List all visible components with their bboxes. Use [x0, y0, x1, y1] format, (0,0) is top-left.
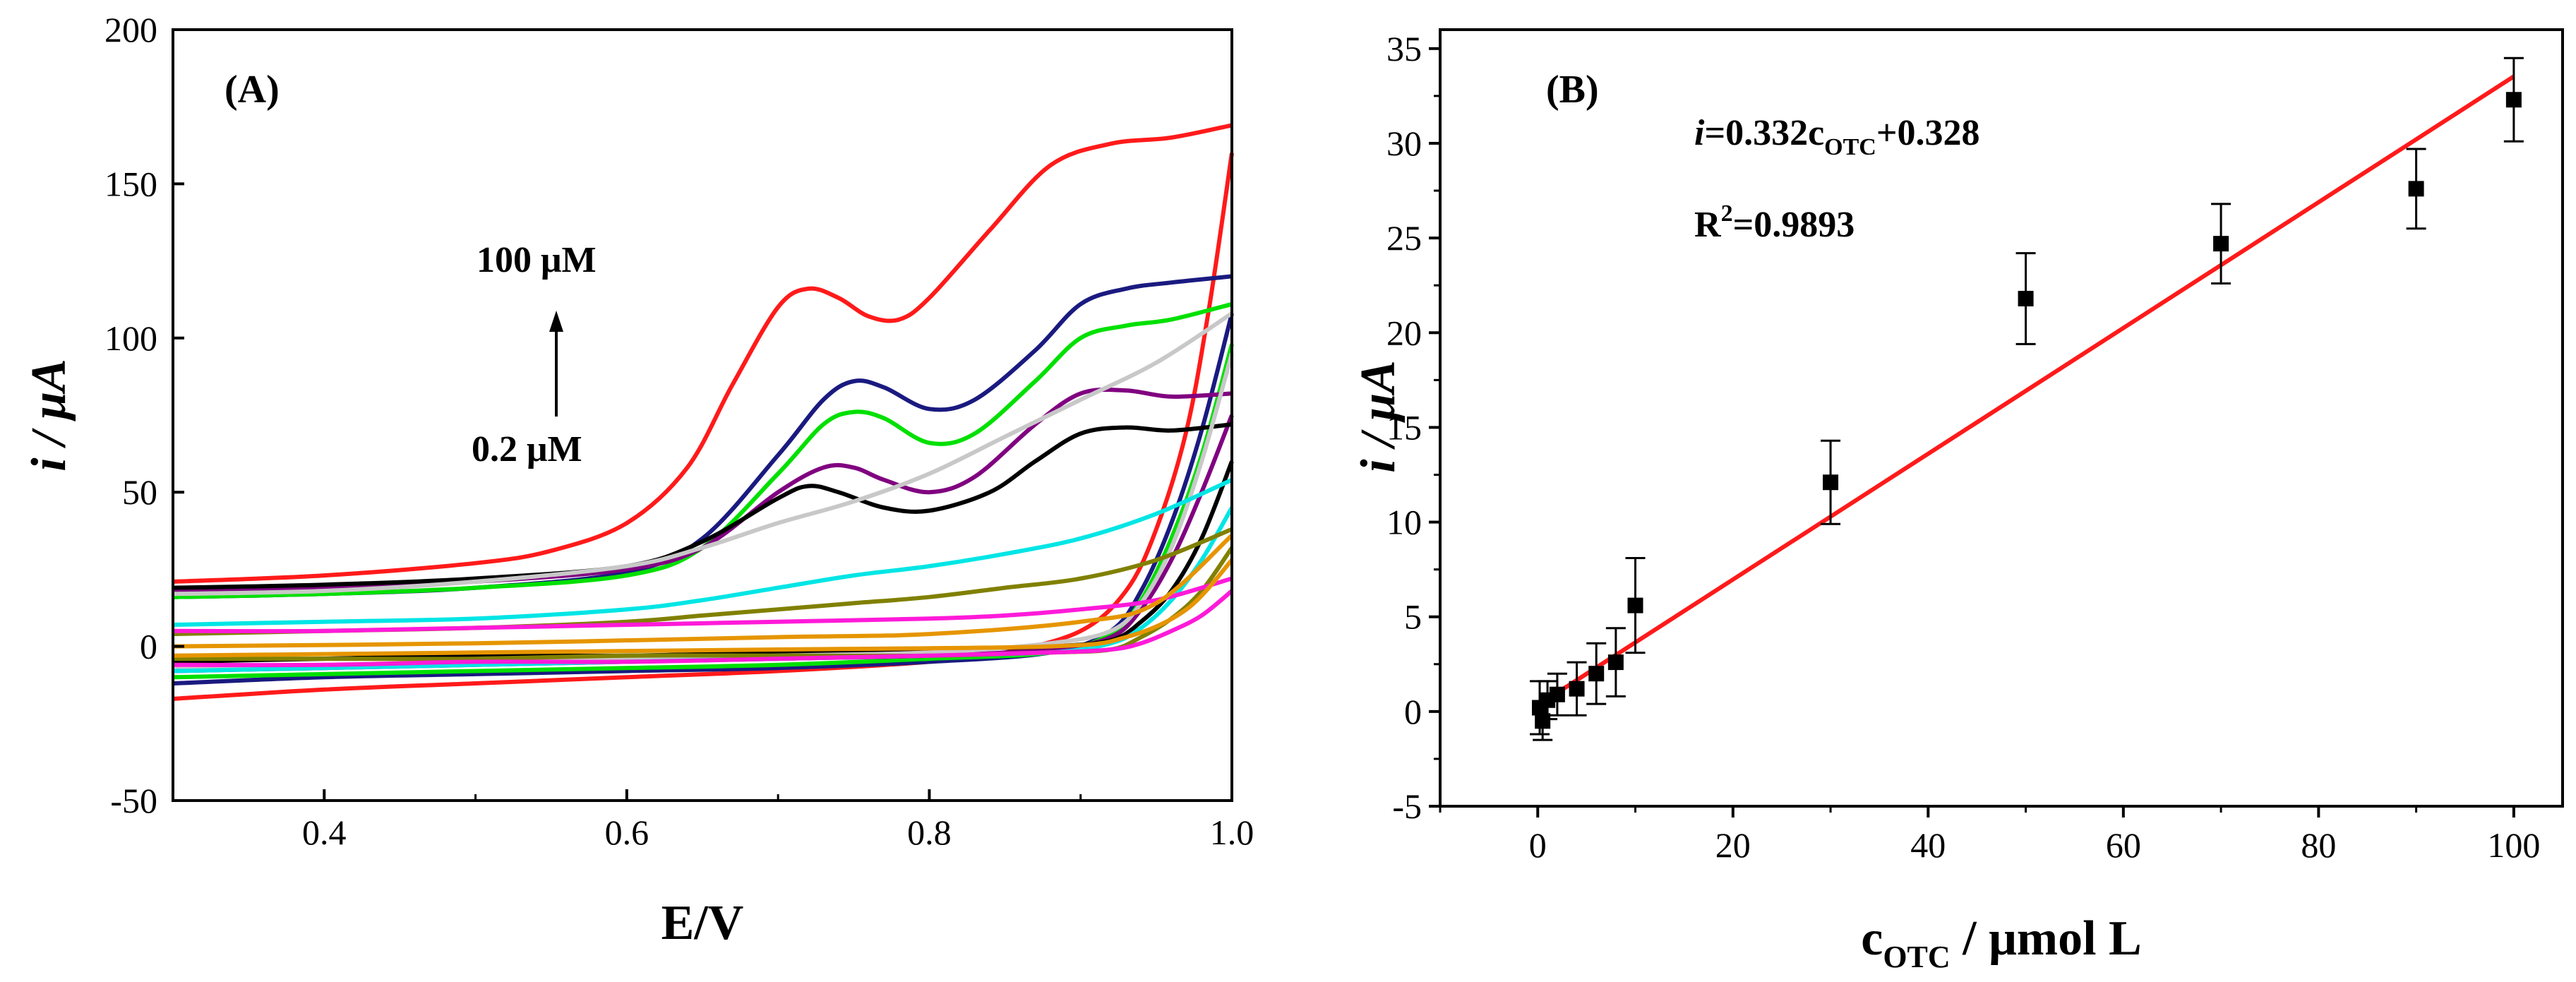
data-point — [1549, 686, 1565, 702]
annotation-arrow-head — [549, 311, 563, 332]
equation-part2: +0.328 — [1876, 113, 1980, 153]
panel-b-x-tick-label: 20 — [1715, 825, 1751, 865]
panel-b-chart: 0 20 40 60 80 100 -5 0 5 10 15 20 25 30 35 (B) i=0.332… — [1351, 28, 2564, 974]
cv-curve-cathodic-orange — [172, 558, 1234, 658]
cv-curve-anodic-light-grey — [172, 311, 1233, 597]
panel-a-y-axis-title-text: i / μA — [22, 359, 76, 472]
panel-a-y-tick-label: 100 — [104, 318, 157, 358]
panel-a-x-tick-label: 0.4 — [302, 813, 347, 852]
panel-b-x-tick-label: 80 — [2301, 825, 2336, 865]
regression-equation: i=0.332cOTC+0.328 — [1694, 113, 1980, 160]
panel-a-label: (A) — [224, 68, 280, 112]
equation-part1: =0.332c — [1704, 113, 1824, 153]
data-point — [1607, 654, 1624, 671]
panel-a-chart: 0.4 0.6 0.8 1.0 -50 0 50 100 150 200 (A) i / μA E… — [22, 10, 1254, 950]
panel-a-y-tick-label: -50 — [110, 781, 157, 820]
panel-a-x-axis-title: E/V — [661, 896, 744, 950]
panel-a-y-tick-label: 50 — [122, 472, 157, 512]
panel-b-y-tick-label: 30 — [1386, 124, 1422, 163]
panel-b-y-tick-label: -5 — [1392, 786, 1422, 826]
panel-b-y-tick-label: 10 — [1386, 503, 1422, 542]
panel-b-y-tick-label: 5 — [1404, 597, 1422, 637]
panel-b-ticks: 0 20 40 60 80 100 -5 0 5 10 15 20 25 30 35 — [1386, 29, 2540, 865]
data-point — [2505, 92, 2522, 108]
panel-a-x-tick-label: 1.0 — [1210, 813, 1254, 852]
r-squared: R2=0.9893 — [1694, 200, 1855, 245]
panel-b-x-axis-title-main: c — [1861, 911, 1883, 966]
data-point — [2018, 290, 2034, 306]
r-squared-superscript: 2 — [1721, 200, 1733, 227]
panel-b-x-tick-label: 40 — [1910, 825, 1946, 865]
cv-curve-anodic-cyan — [172, 477, 1233, 627]
cv-curve-anodic-black — [172, 422, 1233, 590]
panel-a-ticks: 0.4 0.6 0.8 1.0 -50 0 50 100 150 200 — [104, 10, 1254, 852]
data-point — [2408, 181, 2424, 197]
annotation-0-2-um: 0.2 μM — [472, 429, 582, 469]
cv-curve-cathodic-green — [172, 343, 1234, 680]
panel-a-y-axis-title: i / μA — [22, 359, 76, 472]
cv-curve-anodic-magenta — [172, 576, 1233, 634]
panel-a-y-tick-label: 150 — [104, 164, 157, 203]
regression-fit-line — [1536, 74, 2515, 707]
panel-b-y-tick-label: 25 — [1386, 218, 1422, 258]
cv-curve-cathodic-navy — [172, 313, 1234, 685]
data-point — [1823, 474, 1839, 491]
panel-b-label: (B) — [1546, 68, 1599, 112]
data-point — [2213, 236, 2229, 252]
panel-a-plot-frame — [172, 28, 1233, 802]
panel-b-points-group — [1530, 56, 2524, 741]
panel-a-series-group — [172, 123, 1234, 701]
cv-curve-anodic-red — [172, 123, 1233, 584]
equation-i: i — [1694, 113, 1705, 153]
cv-curve-anodic-green — [172, 301, 1233, 599]
cv-curve-anodic-orange — [172, 534, 1234, 649]
data-point — [1627, 597, 1643, 613]
panel-a-y-tick-label: 0 — [140, 627, 157, 666]
panel-b-y-tick-label: 20 — [1386, 313, 1422, 352]
panel-b-y-axis-title-text: i / μA — [1351, 360, 1406, 473]
cv-curve-anodic-olive — [172, 527, 1233, 637]
panel-a-x-tick-label: 0.8 — [907, 813, 952, 852]
cv-curve-cathodic-magenta — [172, 589, 1233, 668]
panel-b-fit-group — [1536, 74, 2515, 707]
panel-b-x-tick-label: 100 — [2487, 825, 2540, 865]
panel-b-y-axis-title: i / μA — [1351, 360, 1406, 473]
r-squared-value: =0.9893 — [1733, 205, 1855, 245]
panel-b-x-axis-title: cOTC / μmol L — [1861, 911, 2142, 974]
panel-a-x-tick-label: 0.6 — [605, 813, 649, 852]
panel-b-x-tick-label: 60 — [2106, 825, 2141, 865]
panel-a-y-tick-label: 200 — [104, 10, 157, 49]
equation-subscript: OTC — [1824, 134, 1876, 160]
panel-b-x-axis-title-rest: / μmol L — [1951, 911, 2142, 966]
panel-b-x-axis-title-sub: OTC — [1883, 940, 1950, 974]
panel-b-y-tick-label: 35 — [1386, 29, 1422, 68]
r-squared-label: R — [1694, 205, 1722, 245]
data-point — [1588, 666, 1605, 682]
panel-b-plot-frame — [1439, 28, 2564, 808]
panel-b-x-tick-label: 0 — [1529, 825, 1547, 865]
annotation-100-um: 100 μM — [477, 240, 597, 280]
cv-curve-anodic-purple — [172, 387, 1233, 593]
panel-b-y-tick-label: 0 — [1404, 692, 1422, 731]
panel-b-y-tick-label: 15 — [1386, 407, 1422, 447]
data-point — [1569, 681, 1585, 697]
